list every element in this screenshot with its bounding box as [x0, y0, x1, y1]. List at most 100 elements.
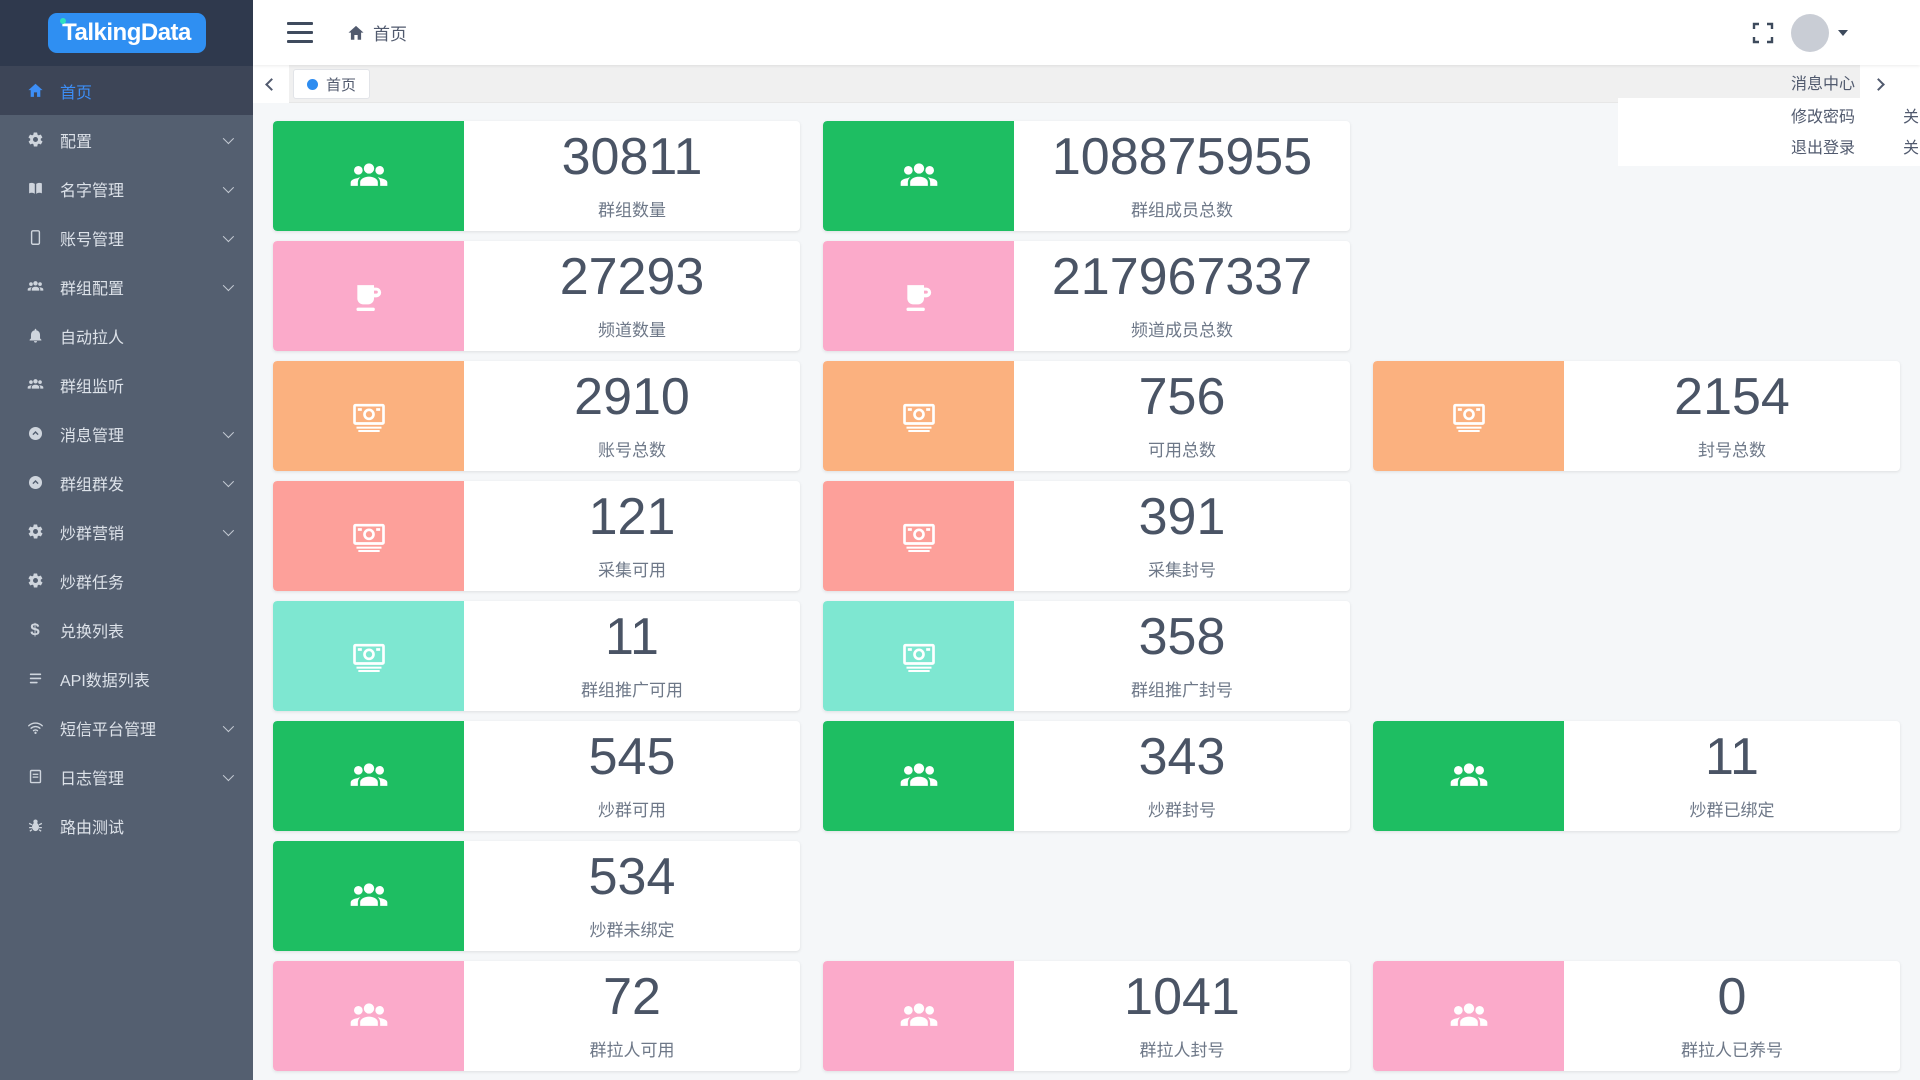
user-menu-button[interactable]: [1791, 13, 1848, 52]
stats-grid: 30811 群组数量 108875955 群组成员总数 27293 频道数量 2179673…: [253, 103, 1920, 1080]
sidebar-item-label: 兑换列表: [60, 623, 125, 641]
stat-label: 采集封号: [1148, 561, 1216, 580]
wifi-icon: [25, 718, 45, 738]
stat-value: 30811: [561, 128, 703, 186]
gear-icon: [25, 522, 45, 542]
stat-label: 炒群已绑定: [1689, 801, 1775, 820]
sidebar-item-message-群组群发[interactable]: 群组群发: [0, 458, 253, 507]
chevron-down-icon: [222, 524, 235, 536]
logo-band: TalkingData: [0, 0, 253, 66]
users-icon: [823, 121, 1014, 231]
stat-label: 群组推广可用: [581, 681, 683, 700]
money-icon: [1373, 361, 1564, 471]
stats-row: 545 炒群可用 343 炒群封号 11 炒群已绑定: [273, 721, 1920, 831]
breadcrumb[interactable]: 首页: [347, 0, 407, 65]
logo-text: TalkingData: [62, 19, 191, 46]
stat-card: 756 可用总数: [823, 361, 1350, 471]
sidebar-item-home-首页[interactable]: 首页: [0, 66, 253, 115]
edge-menu-item[interactable]: 关: [1903, 109, 1920, 126]
user-menu-item[interactable]: 退出登录: [1790, 140, 1855, 157]
stat-card: 30811 群组数量: [273, 121, 800, 231]
hamburger-icon: [287, 22, 313, 25]
stat-label: 炒群可用: [598, 801, 666, 820]
fullscreen-icon: [1752, 22, 1774, 43]
gear-icon: [25, 130, 45, 150]
stats-row: 72 群拉人可用 1041 群拉人封号 0 群拉人已养号: [273, 961, 1920, 1071]
header: 首页: [253, 0, 1920, 65]
stat-card: 0 群拉人已养号: [1373, 961, 1900, 1071]
stat-card-body: 30811 群组数量: [464, 121, 800, 231]
sidebar-item-label: 账号管理: [60, 231, 125, 249]
sidebar-item-label: 群组群发: [60, 476, 125, 494]
sidebar-item-dollar-兑换列表[interactable]: $ 兑换列表: [0, 605, 253, 654]
gear-icon: [25, 571, 45, 591]
stat-label: 频道成员总数: [1131, 321, 1233, 340]
stat-card: 534 炒群未绑定: [273, 841, 800, 951]
tabs-scroll-right-button[interactable]: [1860, 65, 1920, 103]
logo[interactable]: TalkingData: [47, 13, 206, 53]
stat-card: 11 炒群已绑定: [1373, 721, 1900, 831]
users-icon: [273, 961, 464, 1071]
sidebar-item-gear-炒群营销[interactable]: 炒群营销: [0, 507, 253, 556]
users-icon: [1373, 961, 1564, 1071]
stat-value: 2910: [574, 368, 690, 426]
tags-bar: 首页: [253, 65, 1920, 103]
stat-card: 72 群拉人可用: [273, 961, 800, 1071]
sidebar-item-log-日志管理[interactable]: 日志管理: [0, 752, 253, 801]
sidebar-item-users-群组配置[interactable]: 群组配置: [0, 262, 253, 311]
stat-card-body: 108875955 群组成员总数: [1014, 121, 1350, 231]
stat-value: 358: [1138, 608, 1226, 666]
stat-label: 可用总数: [1148, 441, 1216, 460]
users-icon: [273, 841, 464, 951]
sidebar-item-book-名字管理[interactable]: 名字管理: [0, 164, 253, 213]
stat-value: 11: [1705, 728, 1759, 786]
tabs-scroll-left-button[interactable]: [253, 65, 289, 103]
chevron-down-icon: [222, 426, 235, 438]
sidebar-item-bug-路由测试[interactable]: 路由测试: [0, 801, 253, 850]
caret-down-icon: [1838, 29, 1848, 36]
stat-label: 群拉人已养号: [1681, 1041, 1783, 1060]
stats-row: 534 炒群未绑定: [273, 841, 1920, 951]
users-icon: [1373, 721, 1564, 831]
sidebar-item-users-群组监听[interactable]: 群组监听: [0, 360, 253, 409]
sidebar-item-bell-自动拉人[interactable]: 自动拉人: [0, 311, 253, 360]
chevron-down-icon: [222, 230, 235, 242]
tab-home[interactable]: 首页: [293, 69, 371, 99]
sidebar-item-label: 炒群营销: [60, 525, 125, 543]
chevron-down-icon: [222, 279, 235, 291]
user-menu-item[interactable]: 消息中心: [1790, 76, 1855, 93]
sidebar-item-gear-配置[interactable]: 配置: [0, 115, 253, 164]
stat-label: 群组成员总数: [1131, 201, 1233, 220]
chevron-down-icon: [222, 181, 235, 193]
edge-menu-item[interactable]: 关: [1903, 140, 1920, 157]
mobile-icon: [25, 228, 45, 248]
stat-card: 217967337 频道成员总数: [823, 241, 1350, 351]
stat-card: 545 炒群可用: [273, 721, 800, 831]
stat-value: 121: [588, 488, 676, 546]
stat-card: 343 炒群封号: [823, 721, 1350, 831]
sidebar-item-message-消息管理[interactable]: 消息管理: [0, 409, 253, 458]
sidebar-item-list-API数据列表[interactable]: API数据列表: [0, 654, 253, 703]
sidebar-item-label: 首页: [60, 84, 93, 102]
stat-value: 2154: [1674, 368, 1790, 426]
sidebar-toggle-button[interactable]: [287, 22, 313, 43]
book-icon: [25, 179, 45, 199]
sidebar-item-wifi-短信平台管理[interactable]: 短信平台管理: [0, 703, 253, 752]
sidebar-item-mobile-账号管理[interactable]: 账号管理: [0, 213, 253, 262]
sidebar-item-label: 名字管理: [60, 182, 125, 200]
chevron-down-icon: [222, 720, 235, 732]
stats-row: 27293 频道数量 217967337 频道成员总数: [273, 241, 1920, 351]
stat-label: 频道数量: [598, 321, 666, 340]
stat-value: 72: [603, 968, 661, 1026]
stat-card-body: 27293 频道数量: [464, 241, 800, 351]
stat-value: 0: [1717, 968, 1747, 1026]
stat-card: 2910 账号总数: [273, 361, 800, 471]
fullscreen-button[interactable]: [1751, 21, 1775, 45]
user-menu-item[interactable]: 修改密码: [1790, 109, 1855, 126]
sidebar-item-gear-炒群任务[interactable]: 炒群任务: [0, 556, 253, 605]
stat-card-body: 534 炒群未绑定: [464, 841, 800, 951]
message-icon: [25, 424, 45, 444]
stat-value: 545: [588, 728, 676, 786]
stat-card-body: 11 炒群已绑定: [1564, 721, 1900, 831]
stat-card: 391 采集封号: [823, 481, 1350, 591]
